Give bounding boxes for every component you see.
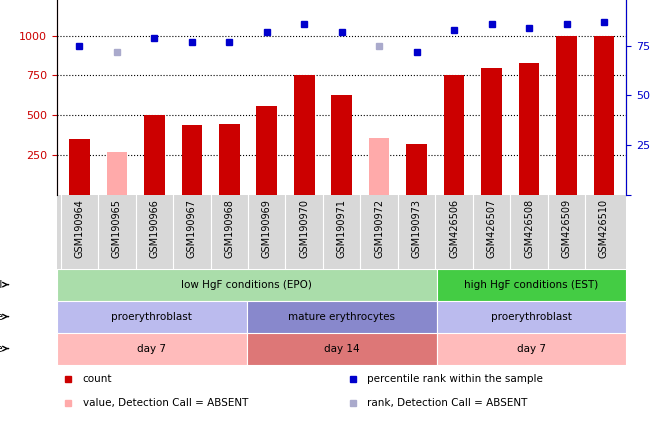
Bar xyxy=(257,106,277,195)
Bar xyxy=(107,152,127,195)
Bar xyxy=(519,63,539,195)
Bar xyxy=(57,301,247,333)
Text: GSM190969: GSM190969 xyxy=(262,199,272,258)
Bar xyxy=(444,75,464,195)
Text: mature erythrocytes: mature erythrocytes xyxy=(288,312,395,321)
Text: value, Detection Call = ABSENT: value, Detection Call = ABSENT xyxy=(82,398,248,408)
Bar xyxy=(556,36,577,195)
Bar xyxy=(57,333,247,365)
Text: rank, Detection Call = ABSENT: rank, Detection Call = ABSENT xyxy=(367,398,528,408)
Text: low HgF conditions (EPO): low HgF conditions (EPO) xyxy=(182,280,312,289)
Text: GSM426507: GSM426507 xyxy=(486,199,496,258)
Text: percentile rank within the sample: percentile rank within the sample xyxy=(367,374,543,384)
Text: GSM190971: GSM190971 xyxy=(337,199,346,258)
Text: proerythroblast: proerythroblast xyxy=(491,312,572,321)
Text: high HgF conditions (EST): high HgF conditions (EST) xyxy=(464,280,599,289)
Text: GSM190965: GSM190965 xyxy=(112,199,122,258)
Text: GSM426508: GSM426508 xyxy=(524,199,534,258)
Text: GSM190966: GSM190966 xyxy=(149,199,159,258)
Bar xyxy=(594,36,614,195)
Bar xyxy=(219,124,240,195)
Text: GSM190968: GSM190968 xyxy=(224,199,234,258)
Text: day 14: day 14 xyxy=(324,344,360,353)
Bar xyxy=(481,68,502,195)
Bar xyxy=(69,139,90,195)
Bar xyxy=(437,333,626,365)
Text: GSM190970: GSM190970 xyxy=(299,199,310,258)
Bar xyxy=(406,144,427,195)
Text: growth protocol: growth protocol xyxy=(0,280,3,289)
Text: development stage: development stage xyxy=(0,312,3,321)
Bar xyxy=(182,125,202,195)
Text: proerythroblast: proerythroblast xyxy=(111,312,192,321)
Text: day 7: day 7 xyxy=(137,344,166,353)
Text: time: time xyxy=(0,344,3,353)
Bar xyxy=(369,138,389,195)
Bar xyxy=(332,95,352,195)
Text: count: count xyxy=(82,374,112,384)
Text: GSM426510: GSM426510 xyxy=(599,199,609,258)
Bar xyxy=(247,333,437,365)
Text: GSM190967: GSM190967 xyxy=(187,199,197,258)
Text: GSM426509: GSM426509 xyxy=(561,199,572,258)
Text: GSM190973: GSM190973 xyxy=(411,199,421,258)
Bar xyxy=(437,301,626,333)
Bar xyxy=(144,115,165,195)
Bar xyxy=(294,75,314,195)
Text: GSM190964: GSM190964 xyxy=(74,199,84,258)
Bar xyxy=(247,301,437,333)
Bar xyxy=(437,269,626,301)
Text: day 7: day 7 xyxy=(517,344,546,353)
Text: GSM426506: GSM426506 xyxy=(449,199,459,258)
Bar xyxy=(57,269,437,301)
Text: GSM190972: GSM190972 xyxy=(374,199,384,258)
